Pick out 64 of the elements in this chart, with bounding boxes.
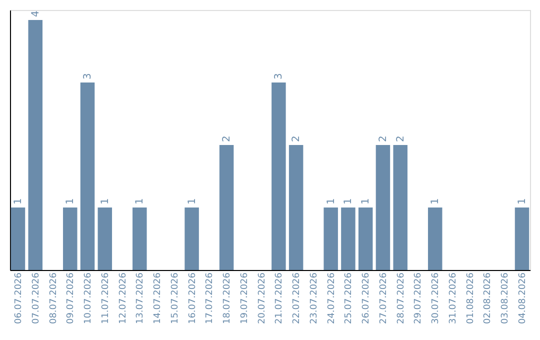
bar	[376, 145, 390, 270]
x-tick-label: 07.07.2026	[31, 272, 42, 324]
x-tick-label: 29.07.2026	[414, 272, 424, 324]
bar	[514, 208, 530, 270]
x-tick-label: 20.07.2026	[257, 272, 268, 324]
data-label: 1	[12, 198, 24, 204]
data-label: 2	[395, 136, 406, 142]
bar	[358, 208, 373, 270]
x-tick-label: 10.07.2026	[84, 272, 94, 324]
bar	[219, 145, 234, 270]
data-label: 1	[65, 198, 76, 204]
data-label: 3	[82, 73, 94, 80]
data-label: 1	[343, 198, 354, 204]
data-label: 1	[326, 198, 337, 204]
x-tick-label: 19.07.2026	[240, 272, 250, 324]
bar	[324, 208, 338, 270]
x-tick-label: 21.07.2026	[274, 272, 285, 324]
x-tick-label: 15.07.2026	[170, 272, 180, 324]
data-label: 3	[274, 73, 285, 80]
x-tick-label: 03.08.2026	[500, 272, 511, 324]
x-tick-label: 06.07.2026	[14, 272, 24, 324]
bar	[80, 82, 95, 270]
x-tick-label: 30.07.2026	[431, 272, 442, 324]
bar	[393, 145, 408, 270]
x-tick-label: 25.07.2026	[344, 272, 354, 324]
data-label: 2	[291, 136, 302, 142]
data-label: 1	[100, 198, 111, 204]
data-label: 1	[134, 198, 146, 204]
bar	[184, 208, 199, 270]
data-label: 1	[186, 198, 198, 204]
x-tick-label: 28.07.2026	[396, 272, 406, 324]
data-label: 1	[430, 198, 442, 204]
bar	[272, 82, 286, 270]
x-tick-label: 26.07.2026	[362, 272, 372, 324]
x-tick-label: 12.07.2026	[118, 272, 128, 324]
data-label: 2	[378, 136, 389, 142]
x-tick-label: 23.07.2026	[309, 272, 320, 324]
bar	[28, 20, 42, 270]
x-tick-label: 16.07.2026	[188, 272, 198, 324]
x-tick-label: 08.07.2026	[48, 272, 59, 324]
x-tick-label: 27.07.2026	[378, 272, 389, 324]
bar	[341, 208, 356, 270]
bar	[428, 208, 442, 270]
x-tick-label: 18.07.2026	[222, 272, 233, 324]
x-tick-label: 02.08.2026	[483, 272, 494, 324]
x-tick-label: 24.07.2026	[326, 272, 337, 324]
x-tick-label: 04.08.2026	[518, 272, 528, 324]
data-label: 1	[360, 198, 372, 204]
bar	[63, 208, 78, 270]
bar	[10, 208, 26, 270]
data-label: 4	[30, 10, 42, 17]
bar	[132, 208, 147, 270]
x-tick-label: 31.07.2026	[448, 272, 458, 324]
x-tick-label: 09.07.2026	[66, 272, 76, 324]
x-tick-label: 14.07.2026	[153, 272, 164, 324]
bar	[98, 208, 112, 270]
x-tick-label: 11.07.2026	[100, 272, 111, 324]
x-tick-label: 22.07.2026	[292, 272, 302, 324]
x-tick-label: 17.07.2026	[205, 272, 216, 324]
data-label: 2	[222, 136, 233, 142]
x-tick-label: 01.08.2026	[466, 272, 476, 324]
bar	[288, 145, 304, 270]
data-label: 1	[517, 198, 528, 204]
x-tick-label: 13.07.2026	[136, 272, 146, 324]
